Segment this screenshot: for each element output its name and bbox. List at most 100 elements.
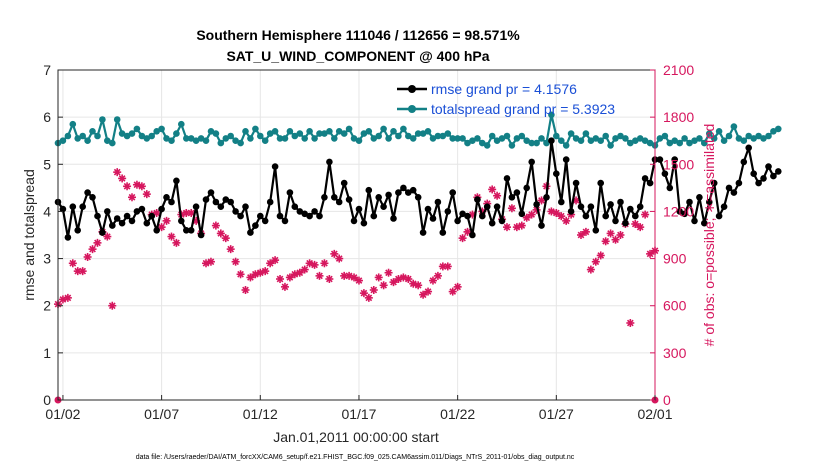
y-tick-label-right: 2100 (663, 62, 694, 78)
rmse-point (419, 229, 427, 236)
spread-point (419, 130, 427, 137)
rmse-point (710, 179, 718, 187)
obs-point (374, 273, 383, 282)
rmse-point (306, 212, 313, 220)
spread-point (178, 120, 185, 128)
rmse-point (483, 203, 491, 210)
spread-point (148, 132, 155, 140)
rmse-point (207, 189, 215, 196)
rmse-point (340, 179, 348, 187)
spread-point (311, 135, 318, 142)
obs-point (88, 245, 97, 254)
spread-point (760, 135, 767, 142)
rmse-point (775, 168, 782, 175)
legend-spread-marker (408, 105, 416, 113)
rmse-point (232, 208, 239, 215)
rmse-point (375, 194, 383, 201)
rmse-point (360, 219, 368, 227)
spread-point (755, 132, 762, 140)
rmse-point (276, 212, 284, 220)
obs-point (586, 265, 595, 274)
spread-point (710, 135, 718, 142)
rmse-point (109, 222, 116, 229)
rmse-point (676, 208, 683, 215)
rmse-point (237, 212, 244, 220)
spread-point (587, 137, 595, 144)
rmse-point (247, 229, 254, 236)
spread-point (360, 130, 368, 137)
spread-point (183, 135, 190, 142)
spread-point (740, 137, 748, 144)
obs-point (330, 249, 339, 258)
obs-point (320, 259, 329, 268)
spread-point (533, 139, 540, 147)
rmse-point (617, 198, 624, 206)
obs-point (557, 212, 566, 221)
rmse-point (508, 194, 516, 201)
rmse-point (94, 212, 101, 220)
spread-point (227, 132, 234, 140)
spread-point (197, 135, 205, 142)
y-tick-label-right: 0 (663, 392, 671, 408)
spread-point (261, 137, 269, 144)
rmse-point (187, 227, 195, 234)
y-tick-label-left: 0 (43, 392, 51, 408)
spread-series (54, 111, 782, 149)
rmse-point (750, 170, 757, 177)
obs-point (187, 209, 196, 217)
spread-point (217, 139, 225, 147)
obs-point (113, 168, 122, 177)
spread-point (257, 132, 264, 140)
rmse-point (89, 194, 96, 201)
x-axis-label: Jan.01,2011 00:00:00 start (273, 429, 439, 445)
rmse-point (301, 210, 309, 218)
rmse-point (755, 179, 762, 187)
spread-point (163, 135, 170, 142)
spread-point (109, 139, 116, 147)
obs-point (325, 275, 334, 283)
rmse-point (627, 205, 634, 213)
y-tick-label-right: 1200 (663, 203, 694, 219)
x-tick-label: 01/02 (45, 406, 80, 422)
spread-point (168, 137, 175, 144)
obs-point (137, 182, 146, 191)
spread-point (597, 137, 604, 144)
series-lines (54, 111, 782, 241)
spread-point (681, 135, 688, 142)
obs-point (424, 287, 433, 296)
spread-point (395, 132, 402, 140)
rmse-point (503, 175, 511, 182)
obs-point (354, 276, 363, 285)
spread-point (291, 132, 299, 140)
rmse-point (706, 198, 713, 206)
spread-point (745, 132, 752, 140)
rmse-point (612, 217, 619, 225)
spread-point (64, 132, 72, 140)
y-tick-label-left: 3 (43, 251, 51, 267)
spread-point (104, 137, 111, 144)
spread-point (345, 125, 353, 133)
spread-point (212, 130, 220, 137)
rmse-point (281, 217, 289, 225)
rmse-point (597, 179, 604, 187)
rmse-point (286, 189, 294, 196)
spread-point (612, 135, 619, 142)
spread-point (661, 132, 669, 140)
spread-point (271, 128, 279, 135)
obs-point (517, 221, 526, 230)
legend-spread-label: totalspread grand pr = 5.3923 (431, 101, 615, 117)
rmse-point (143, 219, 151, 227)
spread-point (750, 135, 757, 142)
rmse-point (59, 205, 67, 213)
rmse-point (553, 170, 560, 177)
obs-point (103, 232, 112, 241)
rmse-point (84, 189, 91, 196)
obs-point (118, 174, 127, 183)
obs-point (276, 275, 285, 283)
x-tick-label: 01/27 (539, 406, 574, 422)
x-tick-label: 01/07 (144, 406, 179, 422)
spread-point (508, 142, 516, 149)
rmse-point (74, 227, 81, 234)
spread-point (686, 139, 693, 147)
spread-point (483, 142, 491, 149)
